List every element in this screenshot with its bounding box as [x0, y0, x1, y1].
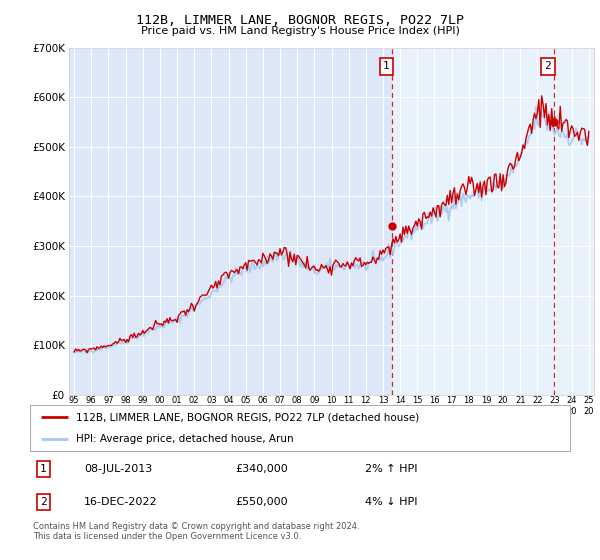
Text: Price paid vs. HM Land Registry's House Price Index (HPI): Price paid vs. HM Land Registry's House … [140, 26, 460, 36]
Text: Contains HM Land Registry data © Crown copyright and database right 2024.: Contains HM Land Registry data © Crown c… [33, 522, 359, 531]
Text: £550,000: £550,000 [235, 497, 288, 507]
Text: 112B, LIMMER LANE, BOGNOR REGIS, PO22 7LP: 112B, LIMMER LANE, BOGNOR REGIS, PO22 7L… [136, 14, 464, 27]
Text: 112B, LIMMER LANE, BOGNOR REGIS, PO22 7LP (detached house): 112B, LIMMER LANE, BOGNOR REGIS, PO22 7L… [76, 412, 419, 422]
Text: This data is licensed under the Open Government Licence v3.0.: This data is licensed under the Open Gov… [33, 532, 301, 541]
Text: 2% ↑ HPI: 2% ↑ HPI [365, 464, 418, 474]
Text: 1: 1 [383, 62, 389, 72]
Text: 16-DEC-2022: 16-DEC-2022 [84, 497, 158, 507]
Text: 2: 2 [545, 62, 551, 72]
Text: 4% ↓ HPI: 4% ↓ HPI [365, 497, 418, 507]
Bar [392, 48, 600, 395]
Text: 08-JUL-2013: 08-JUL-2013 [84, 464, 152, 474]
Text: 2: 2 [40, 497, 47, 507]
Text: HPI: Average price, detached house, Arun: HPI: Average price, detached house, Arun [76, 435, 293, 444]
Text: 1: 1 [40, 464, 47, 474]
Text: £340,000: £340,000 [235, 464, 288, 474]
